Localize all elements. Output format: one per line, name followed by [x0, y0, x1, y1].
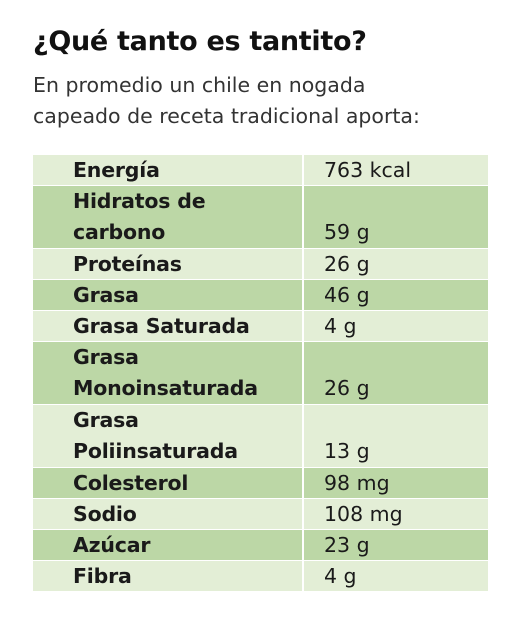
nutrient-name: Grasa Saturada [33, 310, 304, 342]
table-row: Grasa 46 g [33, 279, 488, 311]
nutrient-value: 26 g [303, 248, 488, 280]
nutrient-name-line: Grasa Saturada [73, 314, 250, 338]
nutrient-value: 59 g [303, 185, 488, 249]
table-row: Grasa Monoinsaturada 26 g [33, 341, 488, 405]
nutrient-name-line: Hidratos de [73, 189, 206, 213]
nutrient-name: Proteínas [33, 248, 304, 280]
table-row: Hidratos de carbono 59 g [33, 185, 488, 249]
nutrient-value: 108 mg [303, 498, 488, 530]
table-row: Sodio 108 mg [33, 498, 488, 530]
table-row: Grasa Saturada 4 g [33, 310, 488, 342]
table-row: Azúcar 23 g [33, 529, 488, 561]
nutrient-value: 98 mg [303, 467, 488, 499]
nutrient-name-line: Colesterol [73, 471, 189, 495]
nutrient-name-line: Grasa [73, 345, 139, 369]
nutrient-value: 4 g [303, 310, 488, 342]
nutrient-value: 26 g [303, 341, 488, 405]
subtitle-line-2: capeado de receta tradicional aporta: [33, 104, 420, 128]
nutrient-name: Sodio [33, 498, 304, 530]
nutrient-name: Grasa Poliinsaturada [33, 404, 304, 468]
nutrient-name-line: Sodio [73, 502, 137, 526]
nutrient-value: 46 g [303, 279, 488, 311]
nutrient-value: 23 g [303, 529, 488, 561]
nutrient-name: Azúcar [33, 529, 304, 561]
nutrient-name-line: Fibra [73, 564, 132, 588]
nutrient-name: Colesterol [33, 467, 304, 499]
nutrient-name-line: Poliinsaturada [73, 439, 238, 463]
table-row: Energía 763 kcal [33, 155, 488, 186]
table-row: Colesterol 98 mg [33, 467, 488, 499]
table-row: Grasa Poliinsaturada 13 g [33, 404, 488, 468]
page-title: ¿Qué tanto es tantito? [33, 26, 367, 57]
nutrient-name-line: carbono [73, 220, 166, 244]
subtitle-line-1: En promedio un chile en nogada [33, 73, 366, 97]
nutrition-table: Energía 763 kcal Hidratos de carbono 59 … [33, 155, 488, 592]
nutrient-value: 763 kcal [303, 155, 488, 186]
table-row: Fibra 4 g [33, 560, 488, 592]
nutrient-name-line: Grasa [73, 283, 139, 307]
nutrient-value: 4 g [303, 560, 488, 592]
nutrient-value: 13 g [303, 404, 488, 468]
nutrient-name-line: Azúcar [73, 533, 151, 557]
subtitle: En promedio un chile en nogada capeado d… [33, 70, 503, 132]
nutrient-name: Energía [33, 155, 304, 186]
table-row: Proteínas 26 g [33, 248, 488, 280]
nutrient-name-line: Energía [73, 158, 160, 182]
nutrient-name: Grasa [33, 279, 304, 311]
nutrient-name: Fibra [33, 560, 304, 592]
nutrient-name-line: Proteínas [73, 252, 182, 276]
nutrient-name-line: Grasa [73, 408, 139, 432]
nutrient-name-line: Monoinsaturada [73, 376, 258, 400]
nutrient-name: Grasa Monoinsaturada [33, 341, 304, 405]
nutrient-name: Hidratos de carbono [33, 185, 304, 249]
